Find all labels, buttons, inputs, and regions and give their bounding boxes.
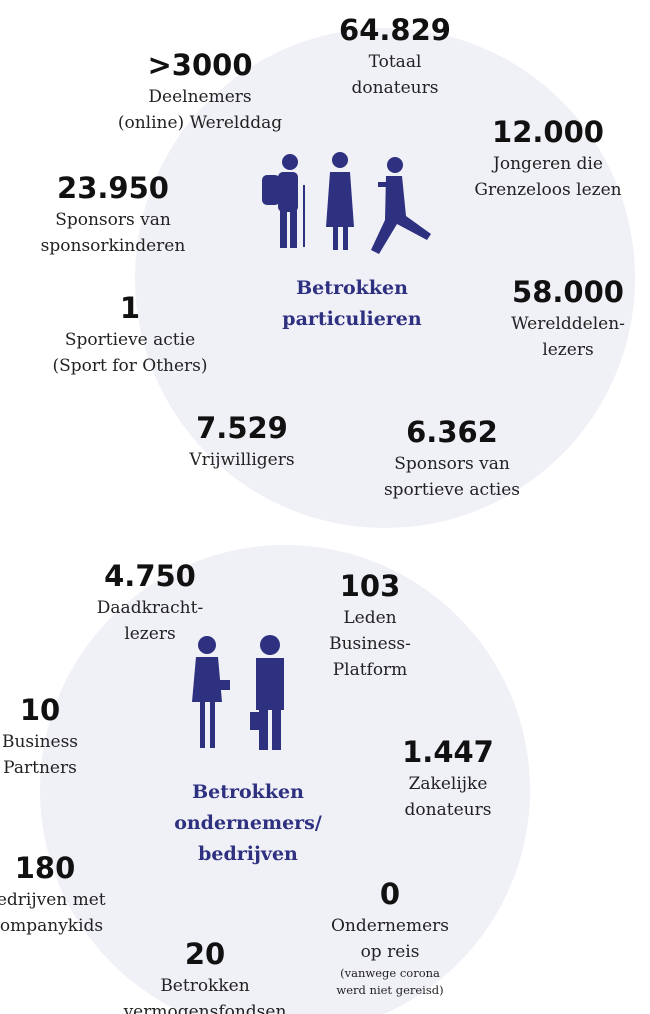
stat-label: Leden bbox=[343, 608, 396, 628]
stat-label: Bedrijven met bbox=[0, 890, 106, 910]
stat-label: donateurs bbox=[352, 78, 439, 98]
stat-value: 10 bbox=[20, 693, 60, 727]
stat-label: Business bbox=[2, 732, 78, 752]
icon-people bbox=[262, 152, 431, 254]
stat-note: werd niet gereisd) bbox=[336, 983, 443, 997]
stat-value: 1 bbox=[120, 291, 140, 325]
circle-private bbox=[135, 28, 635, 528]
stat-label: Werelddelen- bbox=[511, 314, 625, 334]
stat-value: 0 bbox=[380, 877, 400, 911]
stat-label: (Sport for Others) bbox=[52, 356, 207, 376]
stat-label: sponsorkinderen bbox=[41, 236, 186, 256]
stat-value: 23.950 bbox=[57, 171, 169, 205]
stat-label: Deelnemers bbox=[148, 87, 251, 107]
stat-label: Sponsors van bbox=[55, 210, 171, 230]
stat-label: Jongeren die bbox=[491, 154, 603, 174]
stat-label: Betrokken bbox=[160, 976, 249, 996]
stat-value: 103 bbox=[340, 569, 401, 603]
stat-value: 180 bbox=[15, 851, 76, 885]
stat-value: 4.750 bbox=[104, 559, 196, 593]
stat-label: Grenzeloos lezen bbox=[474, 180, 621, 200]
stat-label: Sponsors van bbox=[394, 454, 510, 474]
stat-label: lezers bbox=[542, 340, 593, 360]
section-title: particulieren bbox=[282, 308, 422, 330]
stat-label: donateurs bbox=[405, 800, 492, 820]
section-title: bedrijven bbox=[198, 843, 298, 865]
stat-value: 12.000 bbox=[492, 115, 604, 149]
stat-label: Platform bbox=[333, 660, 408, 680]
stat-note: (vanwege corona bbox=[340, 966, 440, 980]
icon-business-people bbox=[192, 635, 284, 750]
stat-label: Partners bbox=[3, 758, 77, 778]
stat-value: >3000 bbox=[147, 48, 252, 82]
stat-label: Daadkracht- bbox=[97, 598, 203, 618]
stat-value: 20 bbox=[185, 937, 225, 971]
stat-label: Vrijwilligers bbox=[188, 450, 294, 470]
stat-label: Companykids bbox=[0, 916, 103, 936]
section-title: ondernemers/ bbox=[174, 812, 322, 834]
stat-label: Ondernemers bbox=[331, 916, 449, 936]
section-title: Betrokken bbox=[192, 781, 304, 803]
stat-label: sportieve acties bbox=[384, 480, 520, 500]
stat-label: lezers bbox=[124, 624, 175, 644]
section-title: Betrokken bbox=[296, 277, 408, 299]
stat-label: vermogensfondsen bbox=[123, 1002, 287, 1014]
stat-label: Totaal bbox=[369, 52, 422, 72]
stat-label: (online) Werelddag bbox=[118, 113, 282, 133]
stat-value: 64.829 bbox=[339, 13, 451, 47]
stat-value: 6.362 bbox=[406, 415, 498, 449]
stat-label: Sportieve actie bbox=[65, 330, 195, 350]
stat-label: Business- bbox=[329, 634, 411, 654]
stat-value: 7.529 bbox=[196, 411, 288, 445]
stat-label: op reis bbox=[361, 942, 420, 962]
stat-value: 58.000 bbox=[512, 275, 624, 309]
stat-label: Zakelijke bbox=[409, 774, 488, 794]
circle-business bbox=[40, 545, 530, 1014]
stat-value: 1.447 bbox=[402, 735, 494, 769]
